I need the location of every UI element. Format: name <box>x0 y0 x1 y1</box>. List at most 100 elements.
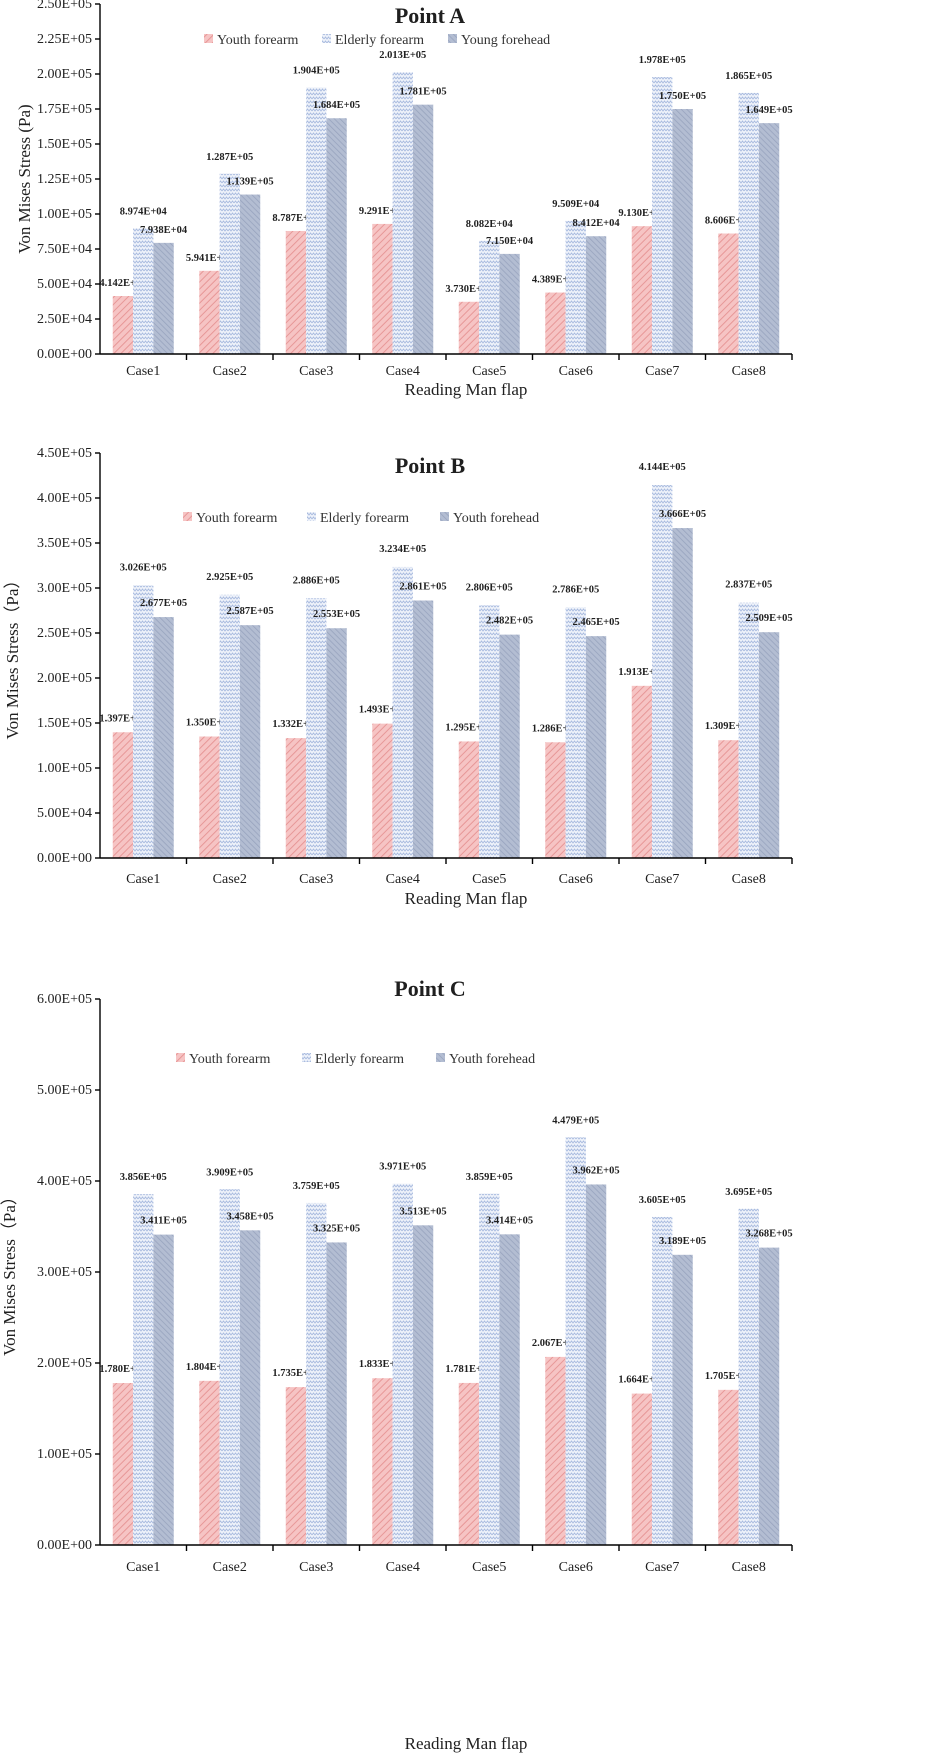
bar-case1-series-2 <box>153 1234 174 1545</box>
bar-case8-series-2 <box>758 123 780 354</box>
data-label: 2.482E+05 <box>486 616 533 627</box>
bar-case3-series-0 <box>285 738 307 858</box>
bar-case6-series-1 <box>565 607 586 858</box>
y-tick-label: 2.50E+05 <box>37 626 92 641</box>
bar-case4-series-1 <box>392 1183 413 1545</box>
bar-case7-series-1 <box>652 77 673 354</box>
y-tick-label: 2.50E+05 <box>37 0 92 12</box>
x-tick-label: Case5 <box>472 364 506 379</box>
legend-label: Young forehead <box>461 33 550 48</box>
bar-case2-series-2 <box>239 625 261 858</box>
data-label: 1.139E+05 <box>227 177 274 188</box>
data-label: 3.666E+05 <box>659 509 706 520</box>
chart-title: Point B <box>395 453 466 478</box>
legend-swatch-young-forehead <box>448 34 457 43</box>
y-tick-label: 6.00E+05 <box>37 992 92 1007</box>
data-label: 1.705E+05 <box>705 1371 752 1382</box>
x-tick-label: Case2 <box>213 1560 247 1575</box>
data-label: 3.759E+05 <box>293 1181 340 1192</box>
x-tick-label: Case8 <box>732 872 766 887</box>
data-label: 1.664E+05 <box>618 1375 665 1386</box>
y-tick-label: 4.50E+05 <box>37 446 92 461</box>
data-label: 3.859E+05 <box>466 1172 513 1183</box>
bar-case6-series-0 <box>545 742 566 858</box>
bar-case4-series-2 <box>412 104 434 354</box>
bar-case6-series-1 <box>565 1137 586 1545</box>
data-label: 3.234E+05 <box>379 544 426 555</box>
data-label: 5.941E+04 <box>186 253 234 264</box>
y-tick-label: 2.25E+05 <box>37 32 92 47</box>
y-tick-label: 5.00E+04 <box>37 806 92 821</box>
x-tick-label: Case5 <box>472 1560 506 1575</box>
chart-title: Point C <box>394 976 466 1001</box>
bar-case1-series-1 <box>133 1194 154 1545</box>
data-label: 2.013E+05 <box>379 50 426 61</box>
legend: Youth forearm Elderly forearm Young fore… <box>204 33 550 48</box>
data-label: 1.309E+05 <box>705 721 752 732</box>
panel-point-b: Point B Von Mises Stress（Pa） Reading Man… <box>3 446 793 908</box>
data-label: 4.479E+05 <box>552 1115 599 1126</box>
bar-case2-series-0 <box>199 1380 220 1545</box>
x-tick-label: Case4 <box>386 1560 420 1575</box>
data-label: 7.150E+04 <box>486 236 534 247</box>
y-tick-label: 5.00E+05 <box>37 1083 92 1098</box>
data-label: 8.082E+04 <box>466 219 514 230</box>
bar-case4-series-1 <box>392 72 413 355</box>
x-tick-label: Case1 <box>126 872 160 887</box>
y-tick-label: 1.25E+05 <box>37 172 92 187</box>
y-tick-label: 0.00E+00 <box>37 851 92 866</box>
bar-case2-series-0 <box>199 736 220 858</box>
y-tick-label: 1.00E+05 <box>37 761 92 776</box>
data-label: 2.553E+05 <box>313 609 360 620</box>
x-tick-label: Case3 <box>299 1560 333 1575</box>
y-tick-label: 2.00E+05 <box>37 67 92 82</box>
data-label: 1.493E+05 <box>359 705 406 716</box>
bar-case6-series-0 <box>545 1356 566 1545</box>
legend-swatch-youth-forearm <box>204 34 213 43</box>
legend-label: Youth forehead <box>449 1052 535 1067</box>
data-label: 8.787E+04 <box>272 213 320 224</box>
data-label: 2.861E+05 <box>400 582 447 593</box>
bar-case1-series-0 <box>112 1383 134 1545</box>
data-label: 1.649E+05 <box>746 105 793 116</box>
data-label: 3.730E+04 <box>445 284 493 295</box>
bar-case8-series-1 <box>738 1208 759 1545</box>
bar-case5-series-1 <box>479 1193 500 1545</box>
plot-area: 0.00E+00 5.00E+04 1.00E+05 1.50E+05 2.00E+05… <box>37 446 793 887</box>
bar-case4-series-2 <box>412 600 434 858</box>
bar-case3-series-0 <box>285 230 307 354</box>
plot-area: 0.00E+00 1.00E+05 2.00E+05 3.00E+05 4.00E+05… <box>37 992 793 1575</box>
bar-case5-series-1 <box>479 240 500 354</box>
legend-label: Elderly forearm <box>335 33 424 48</box>
bar-case2-series-1 <box>219 173 240 354</box>
x-tick-label: Case3 <box>299 364 333 379</box>
x-axis-label: Reading Man flap <box>405 1734 528 1753</box>
data-label: 2.067E+05 <box>532 1338 579 1349</box>
data-label: 3.268E+05 <box>746 1229 793 1240</box>
data-label: 1.833E+05 <box>359 1359 406 1370</box>
x-tick-label: Case1 <box>126 364 160 379</box>
y-tick-label: 1.00E+05 <box>37 1447 92 1462</box>
data-label: 4.389E+04 <box>532 275 580 286</box>
data-label: 1.865E+05 <box>725 71 772 82</box>
data-label: 3.971E+05 <box>379 1162 426 1173</box>
chart-title: Point A <box>395 3 465 28</box>
data-label: 1.397E+05 <box>99 713 146 724</box>
data-label: 8.606E+04 <box>705 216 753 227</box>
data-label: 3.695E+05 <box>725 1187 772 1198</box>
legend-swatch-youth-forehead <box>440 512 449 521</box>
y-tick-label: 2.00E+05 <box>37 1356 92 1371</box>
y-axis-label: Von Mises Stress（Pa） <box>0 1188 19 1356</box>
plot-area: 0.00E+00 2.50E+04 5.00E+04 7.50E+04 1.00E+05… <box>37 0 793 379</box>
x-tick-label: Case3 <box>299 872 333 887</box>
data-label: 3.325E+05 <box>313 1223 360 1234</box>
data-label: 2.587E+05 <box>227 606 274 617</box>
panel-point-c: Point C Von Mises Stress（Pa） Reading Man… <box>0 976 793 1753</box>
legend-label: Elderly forearm <box>315 1052 404 1067</box>
legend-swatch-elderly-forearm <box>307 512 316 521</box>
data-label: 2.509E+05 <box>746 613 793 624</box>
data-label: 1.684E+05 <box>313 100 360 111</box>
legend-swatch-youth-forehead <box>436 1053 445 1062</box>
x-tick-label: Case7 <box>645 1560 679 1575</box>
data-label: 3.513E+05 <box>400 1206 447 1217</box>
